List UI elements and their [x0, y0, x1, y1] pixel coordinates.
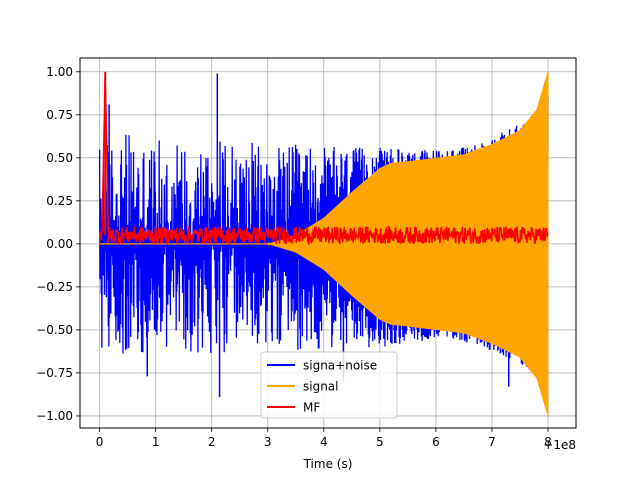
ticks: 0 1 2 3 4 5 6 7 8 −1.00 −0.75 −0.50 −0.25 0.00 0.25 0.5…	[36, 65, 552, 449]
series-signal-line	[99, 71, 549, 416]
x-tick-label: 0	[96, 435, 104, 449]
y-tick-label: −1.00	[36, 409, 73, 423]
x-tick-label: 8	[544, 435, 552, 449]
y-tick-label: −0.75	[36, 366, 73, 380]
x-tick-label: 4	[320, 435, 328, 449]
legend-label-mf: MF	[303, 401, 320, 415]
x-tick-label: 2	[208, 435, 216, 449]
legend: signa+noise signal MF	[260, 351, 398, 419]
y-tick-label: −0.50	[36, 323, 73, 337]
x-offset-label: +1e8	[543, 438, 576, 452]
y-tick-label: 0.25	[46, 194, 73, 208]
x-tick-label: 3	[264, 435, 272, 449]
x-tick-label: 7	[488, 435, 496, 449]
legend-label-signal: signal	[303, 380, 339, 394]
y-tick-label: 0.75	[46, 108, 73, 122]
y-tick-label: 1.00	[46, 65, 73, 79]
legend-box	[260, 351, 398, 419]
x-tick-label: 5	[376, 435, 384, 449]
legend-label-signal-noise: signa+noise	[303, 359, 377, 373]
axes-frame	[79, 57, 577, 429]
series-mf-line	[98, 78, 549, 246]
x-tick-label: 1	[152, 435, 160, 449]
x-tick-label: 6	[432, 435, 440, 449]
y-tick-label: 0.00	[46, 237, 73, 251]
y-tick-label: −0.25	[36, 280, 73, 294]
x-axis-label: Time (s)	[303, 457, 353, 471]
y-tick-label: 0.50	[46, 151, 73, 165]
